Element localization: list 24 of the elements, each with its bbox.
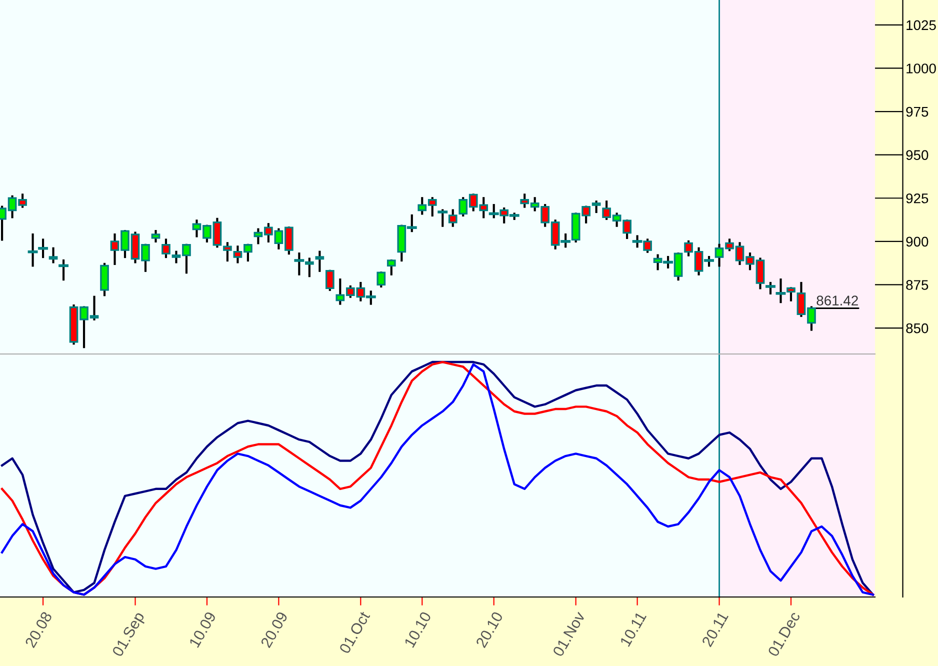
- y-tick-label: 875: [906, 280, 928, 290]
- y-tick-label: 975: [906, 106, 928, 117]
- y-tick-label: 900: [906, 236, 928, 247]
- candlestick: [223, 242, 232, 262]
- candlestick: [448, 209, 458, 227]
- y-tick-label: 1000: [906, 64, 936, 74]
- candlestick: [592, 200, 601, 214]
- y-tick-label: 950: [906, 150, 928, 160]
- candlestick: [325, 270, 334, 291]
- candlestick: [438, 209, 448, 227]
- y-tick-label: 850: [906, 323, 928, 334]
- candlestick: [38, 238, 48, 258]
- annotation: 861.42: [816, 296, 858, 306]
- candlestick: [28, 233, 38, 267]
- candlestick: [376, 272, 386, 288]
- candlestick: [151, 230, 160, 242]
- candlestick: [58, 259, 68, 281]
- candlestick: [162, 238, 170, 258]
- y-tick-label: 925: [906, 193, 928, 204]
- candlestick: [386, 259, 396, 276]
- candlestick: [48, 247, 58, 264]
- candlestick: [766, 282, 776, 294]
- candlestick: [315, 250, 324, 272]
- y-tick-label: 1025: [906, 20, 936, 30]
